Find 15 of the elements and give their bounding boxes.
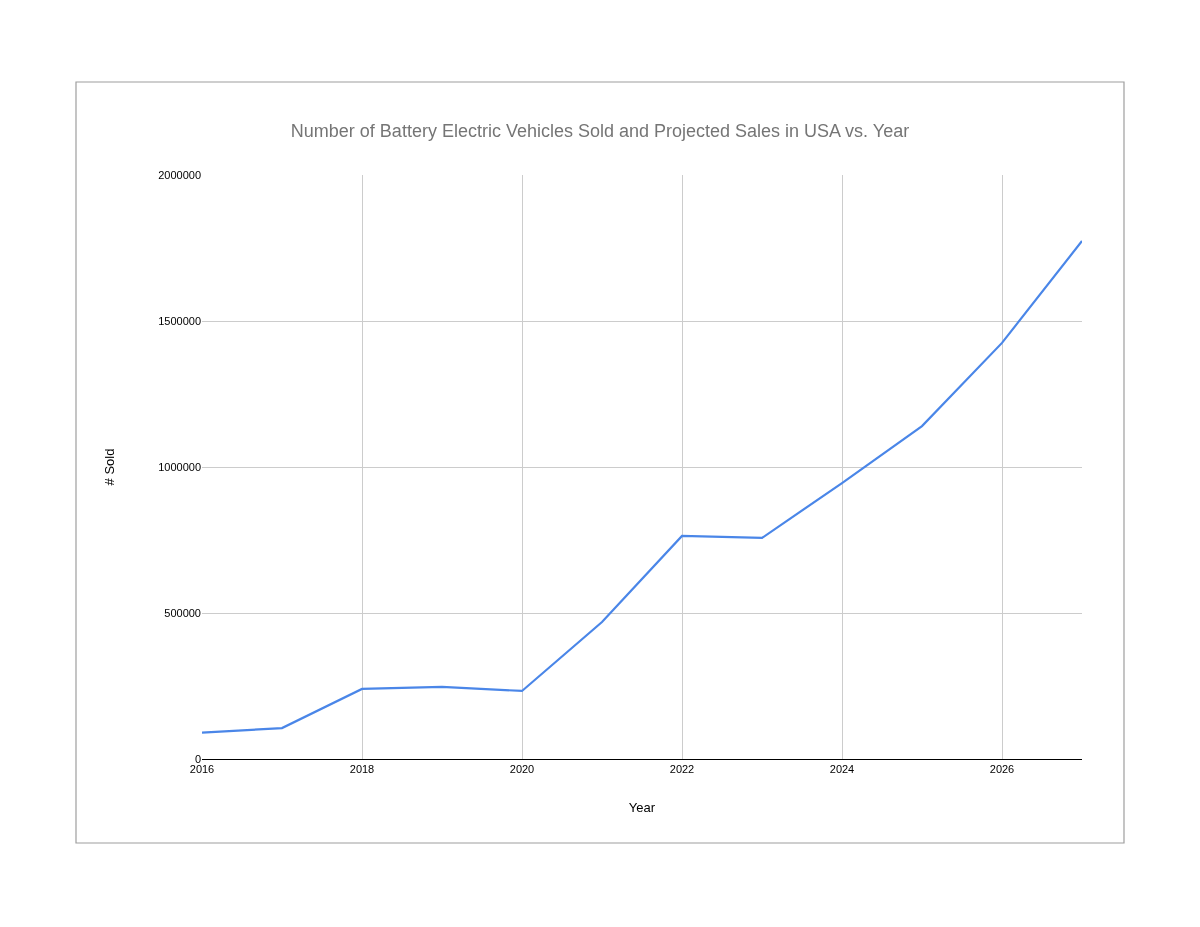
x-axis-title: Year: [628, 799, 656, 815]
x-tick-label: 2016: [189, 763, 215, 776]
chart-title: Number of Battery Electric Vehicles Sold and Projected Sales in USA vs. Year: [290, 121, 910, 142]
y-tick-label: 1000000: [158, 460, 201, 473]
y-tick-label: 2000000: [158, 168, 201, 181]
x-tick-label: 2018: [349, 763, 375, 776]
x-tick-label: 2022: [669, 763, 695, 776]
x-tick-label: 2026: [989, 763, 1015, 776]
y-tick-label: 1500000: [158, 314, 201, 327]
y-tick-label: 0: [194, 752, 201, 765]
line-series: [202, 239, 1082, 734]
x-tick-label: 2020: [509, 763, 535, 776]
x-tick-label: 2024: [829, 763, 855, 776]
y-tick-label: 500000: [164, 606, 201, 619]
y-axis-title: # Sold: [102, 448, 118, 486]
